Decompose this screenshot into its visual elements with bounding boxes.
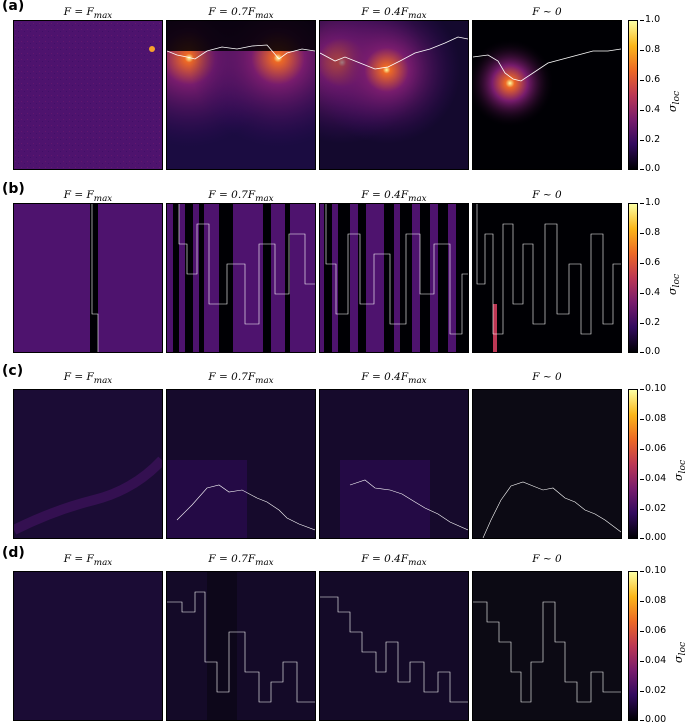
tick: 0.06 (639, 625, 667, 636)
tick: 0.2 (639, 134, 661, 145)
tick: 0.02 (639, 685, 667, 696)
row-label: (b) (2, 181, 25, 197)
tick: 0.06 (639, 443, 667, 454)
panel-title-fmax: F = Fmax (63, 6, 113, 22)
tick: 0.04 (639, 655, 667, 666)
colorbar-label: σloc (672, 459, 685, 481)
tick: 0.8 (639, 227, 661, 238)
stress-map-d-07fmax (166, 571, 316, 721)
panel-title-04fmax: F = 0.4Fmax (361, 371, 427, 387)
panel-title-f0: F ~ 0 (532, 6, 562, 18)
stress-map-a-f0 (472, 20, 622, 170)
tick: 0.08 (639, 595, 667, 606)
tick: 0.10 (639, 565, 667, 576)
stress-map-c-07fmax (166, 389, 316, 539)
stress-map-b-04fmax (319, 203, 469, 353)
tick: 1.0 (639, 197, 661, 208)
tick: 0.6 (639, 257, 661, 268)
tick: 0.4 (639, 287, 661, 298)
stress-map-d-fmax (13, 571, 163, 721)
panel-title-fmax: F = Fmax (63, 553, 113, 569)
tick: 0.00 (639, 532, 667, 543)
panel-title-07fmax: F = 0.7Fmax (208, 553, 274, 569)
colorbar-label: σloc (666, 90, 683, 112)
tick: 0.0 (639, 346, 661, 357)
tick: 0.04 (639, 473, 667, 484)
colorbar-label: σloc (666, 273, 683, 295)
stress-map-d-04fmax (319, 571, 469, 721)
panel-title-04fmax: F = 0.4Fmax (361, 189, 427, 205)
tick: 0.0 (639, 163, 661, 174)
stress-map-a-07fmax (166, 20, 316, 170)
colorbar-label: σloc (672, 641, 685, 663)
tick: 0.08 (639, 413, 667, 424)
colorbar-a (628, 20, 638, 170)
stress-map-c-f0 (472, 389, 622, 539)
colorbar-d (628, 571, 638, 721)
panel-title-fmax: F = Fmax (63, 371, 113, 387)
panel-title-f0: F ~ 0 (532, 553, 562, 565)
tick: 0.6 (639, 74, 661, 85)
stress-map-c-04fmax (319, 389, 469, 539)
panel-title-04fmax: F = 0.4Fmax (361, 553, 427, 569)
panel-title-07fmax: F = 0.7Fmax (208, 6, 274, 22)
tick: 0.02 (639, 503, 667, 514)
tick: 0.00 (639, 714, 667, 725)
panel-title-f0: F ~ 0 (532, 189, 562, 201)
stress-map-d-f0 (472, 571, 622, 721)
stress-map-b-fmax (13, 203, 163, 353)
panel-title-07fmax: F = 0.7Fmax (208, 189, 274, 205)
stress-map-a-04fmax (319, 20, 469, 170)
tick: 0.2 (639, 317, 661, 328)
tick: 0.8 (639, 44, 661, 55)
panel-title-07fmax: F = 0.7Fmax (208, 371, 274, 387)
stress-map-c-fmax (13, 389, 163, 539)
colorbar-c (628, 389, 638, 539)
row-label: (c) (2, 363, 24, 379)
tick: 1.0 (639, 14, 661, 25)
stress-map-b-07fmax (166, 203, 316, 353)
panel-title-04fmax: F = 0.4Fmax (361, 6, 427, 22)
row-label: (d) (2, 545, 25, 561)
row-label: (a) (2, 0, 25, 14)
colorbar-b (628, 203, 638, 353)
stress-map-a-fmax (13, 20, 163, 170)
tick: 0.10 (639, 383, 667, 394)
tick: 0.4 (639, 104, 661, 115)
panel-title-f0: F ~ 0 (532, 371, 562, 383)
stress-map-b-f0 (472, 203, 622, 353)
panel-title-fmax: F = Fmax (63, 189, 113, 205)
